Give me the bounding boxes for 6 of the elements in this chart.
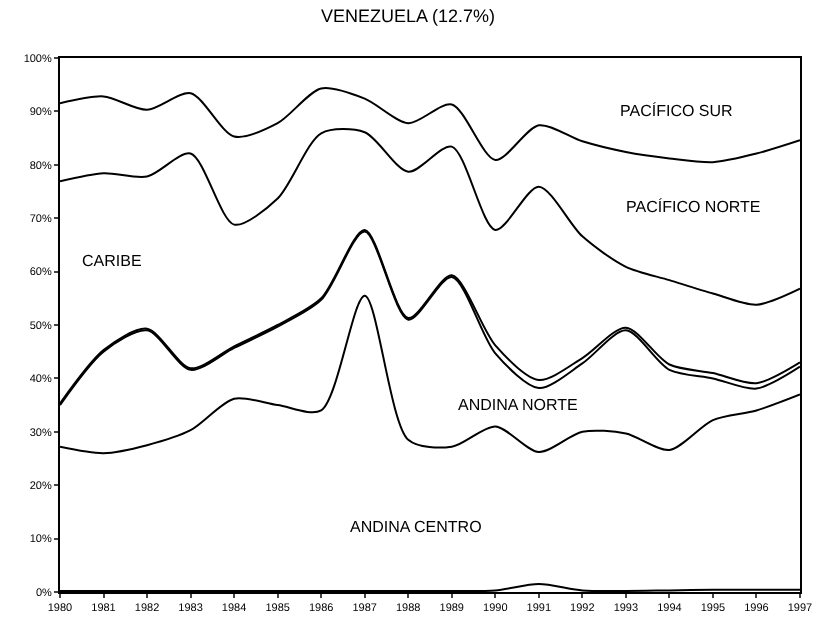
annotation: ANDINA CENTRO: [350, 518, 482, 536]
annotation: ANDINA NORTE: [458, 396, 578, 414]
annotation: CARIBE: [82, 252, 142, 270]
chart-title: VENEZUELA (12.7%): [320, 5, 496, 26]
annotation: PACÍFICO SUR: [620, 102, 734, 120]
annotation: PACÍFICO NORTE: [626, 198, 761, 216]
